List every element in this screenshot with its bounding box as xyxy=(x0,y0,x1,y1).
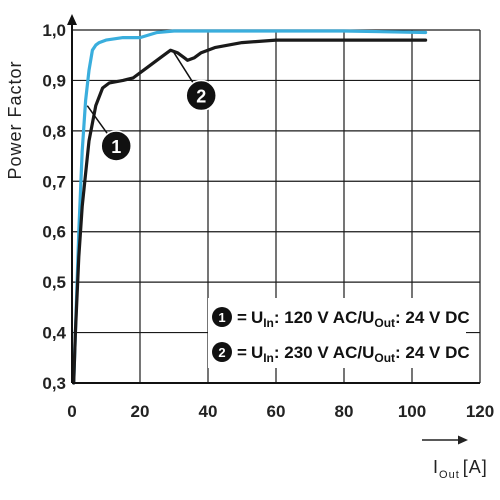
y-tick-label: 0,8 xyxy=(42,122,66,141)
legend-entry-2: = UIn: 230 V AC/UOut: 24 V DC xyxy=(237,343,470,365)
legend-entry-1: = UIn: 120 V AC/UOut: 24 V DC xyxy=(237,308,470,330)
legend-marker-1 xyxy=(212,307,232,327)
x-tick-label: 100 xyxy=(398,402,426,421)
y-tick-label: 0,6 xyxy=(42,223,66,242)
x-axis-title: IOut [A] xyxy=(422,435,488,481)
legend: 1 = UIn: 120 V AC/UOut: 24 V DC2 = UIn: 230 … xyxy=(212,307,470,365)
x-axis-title-main: I xyxy=(433,457,439,477)
legend-u1: U xyxy=(251,308,263,327)
legend-u2-sub: Out xyxy=(374,316,395,330)
series-annotations: 12 xyxy=(86,52,217,162)
annotation-marker-1 xyxy=(100,130,132,162)
x-axis-title-unit: [A] xyxy=(463,457,488,477)
y-tick-label: 0,3 xyxy=(42,374,66,393)
x-tick-label: 20 xyxy=(131,402,150,421)
x-tick-label: 80 xyxy=(335,402,354,421)
legend-prefix: = xyxy=(237,308,247,327)
series-line-1 xyxy=(72,29,428,385)
y-tick-label: 1,0 xyxy=(42,21,66,40)
y-axis-arrow-head xyxy=(67,14,77,25)
y-tick-label: 0,4 xyxy=(42,324,66,343)
legend-mid: : 120 V AC/ xyxy=(274,308,362,327)
annotation-label-1: 1 xyxy=(111,137,121,157)
x-axis-title-sub: Out xyxy=(439,469,460,481)
legend-marker-label: 2 xyxy=(218,345,225,360)
legend-prefix: = xyxy=(237,343,247,362)
legend-u2: U xyxy=(362,343,374,362)
x-tick-label: 40 xyxy=(199,402,218,421)
y-tick-label: 0,5 xyxy=(42,273,66,292)
x-axis-arrow-head xyxy=(458,435,468,445)
series-lines xyxy=(72,29,428,385)
series-line-2 xyxy=(72,38,428,385)
legend-mid: : 230 V AC/ xyxy=(274,343,362,362)
legend-u1-sub: In xyxy=(263,351,274,365)
legend-u2: U xyxy=(362,308,374,327)
legend-background xyxy=(208,298,466,368)
axes xyxy=(67,14,480,384)
x-tick-label: 60 xyxy=(267,402,286,421)
legend-u1: U xyxy=(251,343,263,362)
legend-suffix: : 24 V DC xyxy=(395,308,470,327)
annotation-label-2: 2 xyxy=(196,87,206,107)
legend-marker-label: 1 xyxy=(218,310,225,325)
y-tick-label: 0,9 xyxy=(42,71,66,90)
x-tick-label: 120 xyxy=(466,402,494,421)
legend-marker-2 xyxy=(212,342,232,362)
y-axis-title: Power Factor xyxy=(5,60,25,179)
y-tick-label: 0,7 xyxy=(42,172,66,191)
legend-suffix: : 24 V DC xyxy=(395,343,470,362)
annotation-marker-2 xyxy=(185,79,217,112)
x-tick-label: 0 xyxy=(67,402,76,421)
legend-u1-sub: In xyxy=(263,316,274,330)
legend-u2-sub: Out xyxy=(374,351,395,365)
svg-text:IOut[A]: IOut [A] xyxy=(433,457,488,481)
tick-labels: 0 20 40 60 80 100 120 0,3 0,4 0,5 0,6 0,7 0,8 0,9 1,0 xyxy=(42,21,494,421)
